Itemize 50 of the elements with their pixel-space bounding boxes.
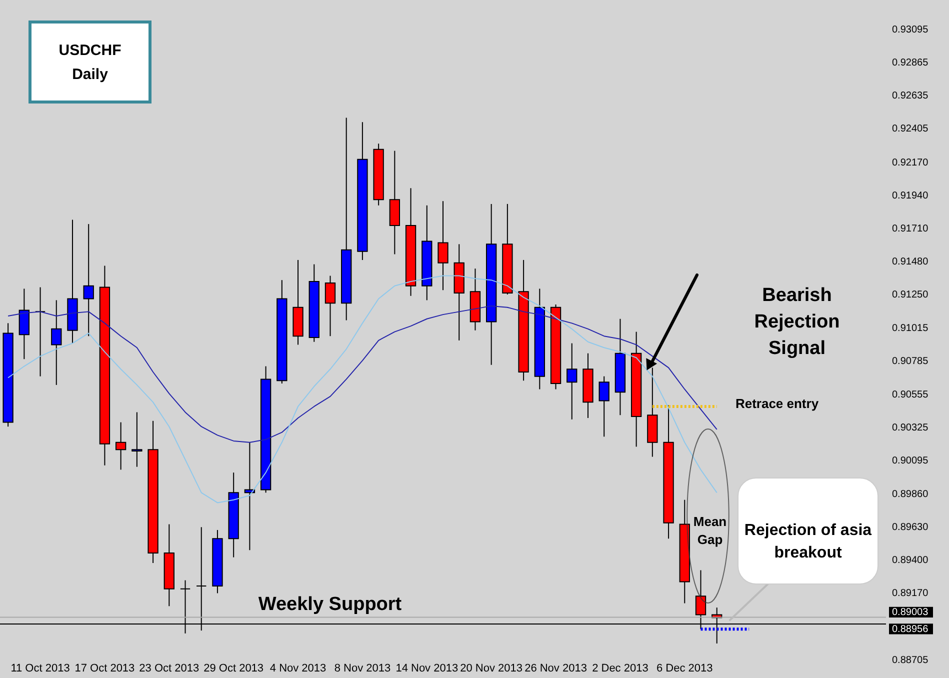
line-series [8, 275, 718, 504]
y-tick-label: 0.88956 [892, 624, 929, 635]
y-tick-label: 0.92635 [892, 90, 929, 102]
y-tick-label: 0.89860 [892, 489, 929, 500]
annotation: Retrace entry [735, 396, 820, 411]
text: Daily [72, 66, 109, 83]
x-tick-label: 2 Dec 2013 [592, 662, 648, 674]
x-tick-label: 17 Oct 2013 [74, 662, 135, 674]
annotation: Rejection of asia breakout [744, 522, 872, 562]
y-tick-label: 0.91710 [892, 223, 929, 234]
candlestick [132, 412, 142, 468]
x-tick-label: 8 Nov 2013 [334, 662, 391, 674]
y-tick-label: 0.89003 [892, 607, 929, 618]
line-series [8, 305, 718, 443]
x-tick-label: 6 Dec 2013 [656, 662, 713, 674]
x-tick-label: 29 Oct 2013 [204, 662, 264, 674]
x-tick-label: 20 Nov 2013 [460, 662, 523, 674]
annotation: Mean Gap [693, 514, 727, 548]
x-tick-label: 4 Nov 2013 [270, 662, 326, 674]
y-tick-label: 0.91940 [892, 190, 929, 202]
y-tick-label: 0.89630 [892, 522, 929, 534]
candlestick [115, 422, 126, 470]
candlestick [34, 286, 46, 377]
y-tick-label: 0.93095 [892, 24, 929, 36]
text: USDCHF [58, 42, 122, 59]
x-tick-label: 26 Nov 2013 [524, 662, 587, 674]
y-tick-label: 0.90785 [892, 356, 929, 368]
x-tick-label: 11 Oct 2013 [10, 662, 70, 674]
y-tick-label: 0.91250 [892, 289, 929, 300]
candlestick [51, 300, 62, 386]
y-tick-label: 0.91015 [892, 323, 929, 334]
y-tick-label: 0.88705 [892, 655, 929, 666]
y-tick-label: 0.92405 [892, 124, 929, 135]
y-tick-label: 0.91480 [892, 256, 929, 268]
ref-line-label: Weekly Support [258, 594, 402, 615]
y-tick-label: 0.89400 [892, 555, 929, 566]
y-tick-label: 0.92865 [892, 57, 929, 68]
candlestick [566, 342, 578, 420]
candlestick [324, 275, 336, 337]
x-tick-label: 14 Nov 2013 [396, 662, 458, 674]
candlestick [598, 376, 610, 438]
y-tick-label: 0.90095 [892, 455, 929, 466]
y-tick-label: 0.90555 [892, 389, 929, 400]
candlestick [438, 200, 448, 291]
x-tick-label: 23 Oct 2013 [139, 662, 200, 674]
candlestick [83, 224, 94, 337]
annotation: Bearish Rejection Signal [754, 285, 840, 360]
y-tick-label: 0.90325 [892, 422, 929, 434]
y-tick-label: 0.89170 [892, 588, 929, 600]
y-tick-label: 0.92170 [892, 157, 929, 168]
